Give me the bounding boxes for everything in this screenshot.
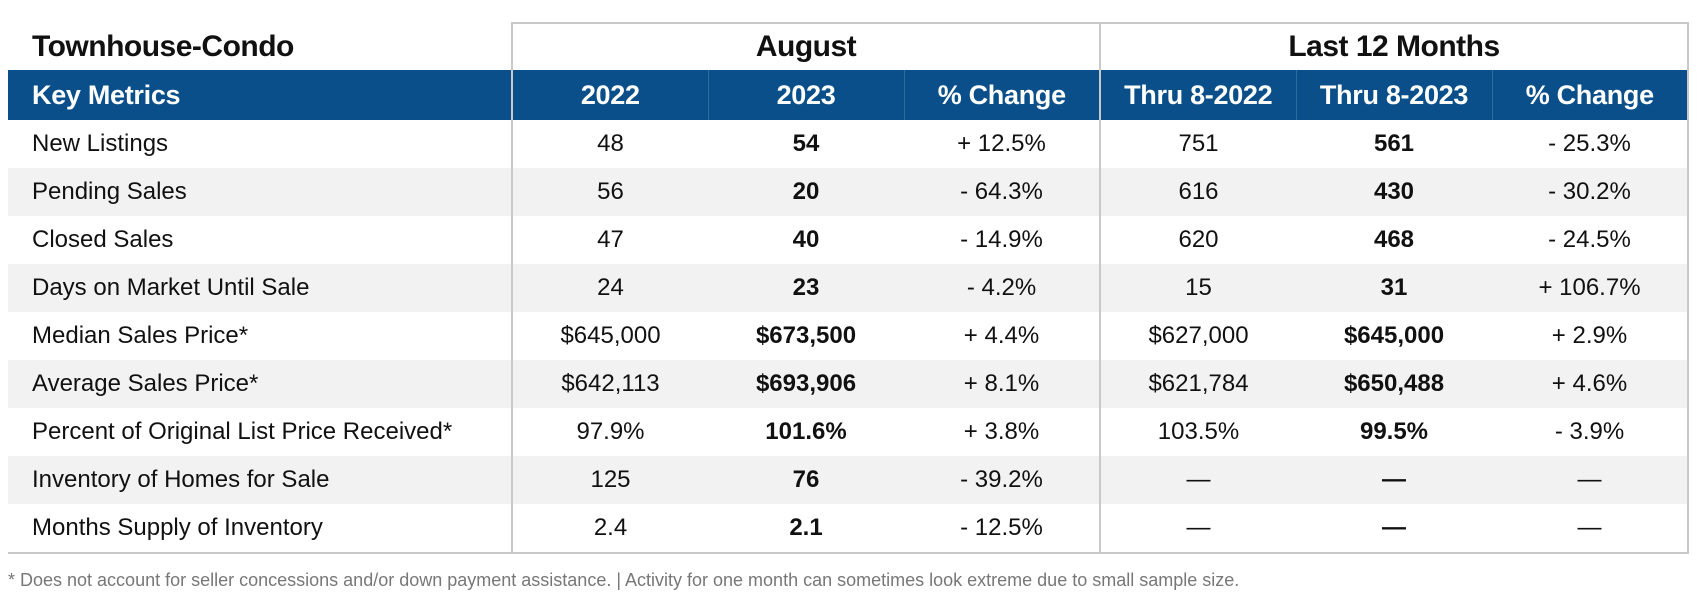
cell-aug-2023: 76 [708, 456, 904, 504]
cell-aug-2023: 2.1 [708, 504, 904, 554]
cell-thru-8-2023: — [1296, 456, 1492, 504]
column-header-thru-8-2022: Thru 8-2022 [1100, 70, 1297, 120]
cell-aug-2022: 2.4 [512, 504, 708, 554]
cell-thru-8-2022: 15 [1100, 264, 1296, 312]
table-row: Inventory of Homes for Sale 125 76 - 39.… [8, 456, 1689, 504]
group-header-row: Townhouse-Condo August Last 12 Months [8, 22, 1689, 70]
cell-aug-change: - 14.9% [904, 216, 1101, 264]
cell-aug-2023: 54 [792, 130, 820, 157]
table-row: Months Supply of Inventory 2.4 2.1 - 12.… [8, 504, 1689, 554]
cell-aug-change: + 4.4% [904, 312, 1101, 360]
cell-aug-2022: 56 [512, 168, 708, 216]
cell-ytd-change: + 106.7% [1492, 264, 1689, 312]
cell-aug-2023: $693,906 [708, 360, 904, 408]
column-header-thru-8-2023: Thru 8-2023 [1296, 70, 1493, 120]
cell-ytd-change: - 25.3% [1492, 120, 1689, 168]
metric-label: Median Sales Price* [8, 312, 513, 360]
cell-ytd-change: - 3.9% [1492, 408, 1689, 456]
table-row: Percent of Original List Price Received*… [8, 408, 1689, 456]
cell-aug-2023: 23 [708, 264, 904, 312]
column-header-aug-change: % Change [904, 70, 1101, 120]
cell-ytd-change: - 30.2% [1492, 168, 1689, 216]
table-row: Closed Sales 47 40 - 14.9% 620 468 - 24.… [8, 216, 1689, 264]
cell-thru-8-2023: — [1296, 504, 1492, 554]
cell-aug-2022: 24 [512, 264, 708, 312]
cell-thru-8-2022: $627,000 [1148, 322, 1249, 349]
cell-aug-change: + 3.8% [904, 408, 1101, 456]
cell-thru-8-2023: $650,488 [1296, 360, 1492, 408]
cell-thru-8-2023: 430 [1296, 168, 1492, 216]
column-header-ytd-change: % Change [1492, 70, 1689, 120]
cell-aug-2023: 40 [792, 226, 820, 253]
cell-aug-change: + 12.5% [904, 120, 1101, 168]
table-row: New Listings 48 54 + 12.5% 751 561 - 25.… [8, 120, 1689, 168]
cell-aug-change: - 39.2% [904, 456, 1101, 504]
cell-thru-8-2022: 103.5% [1157, 418, 1240, 445]
footnote: * Does not account for seller concession… [8, 570, 1240, 590]
cell-ytd-change: - 24.5% [1492, 216, 1689, 264]
metric-label: Months Supply of Inventory [8, 504, 513, 554]
metric-label: Pending Sales [8, 168, 513, 216]
table-row: Pending Sales 56 20 - 64.3% 616 430 - 30… [8, 168, 1689, 216]
cell-aug-2022: 47 [597, 226, 624, 253]
cell-ytd-change: + 2.9% [1492, 312, 1689, 360]
cell-aug-2023: 20 [708, 168, 904, 216]
group-header-last-12-months: Last 12 Months [1100, 22, 1689, 70]
metric-label: Percent of Original List Price Received* [8, 408, 513, 456]
cell-thru-8-2023: 31 [1296, 264, 1492, 312]
cell-ytd-change: — [1492, 456, 1689, 504]
table-row: Average Sales Price* $642,113 $693,906 +… [8, 360, 1689, 408]
cell-thru-8-2023: 99.5% [1359, 418, 1429, 445]
metric-label: Average Sales Price* [8, 360, 513, 408]
metric-label: New Listings [8, 120, 513, 168]
cell-thru-8-2023: $645,000 [1343, 322, 1445, 349]
column-header-row: Key Metrics 2022 2023 % Change Thru 8-20… [8, 70, 1689, 120]
cell-thru-8-2023: 468 [1373, 226, 1415, 253]
cell-thru-8-2022: — [1100, 456, 1296, 504]
column-header-aug-2023: 2023 [708, 70, 905, 120]
cell-aug-2022: $645,000 [560, 322, 661, 349]
table-row: Median Sales Price* $645,000 $673,500 + … [8, 312, 1689, 360]
cell-thru-8-2022: $621,784 [1100, 360, 1296, 408]
cell-ytd-change: — [1492, 504, 1689, 554]
cell-aug-2022: $642,113 [512, 360, 708, 408]
key-metrics-report: Townhouse-Condo August Last 12 Months Ke… [8, 22, 1689, 554]
table-row: Days on Market Until Sale 24 23 - 4.2% 1… [8, 264, 1689, 312]
metric-label: Closed Sales [8, 216, 513, 264]
table-body: New Listings 48 54 + 12.5% 751 561 - 25.… [8, 120, 1689, 554]
cell-aug-change: + 8.1% [904, 360, 1101, 408]
group-header-august: August [512, 22, 1101, 70]
column-header-key-metrics: Key Metrics [8, 70, 513, 120]
section-title: Townhouse-Condo [8, 23, 513, 70]
cell-thru-8-2022: — [1100, 504, 1296, 554]
cell-aug-2022: 97.9% [576, 418, 645, 445]
cell-aug-2023: 101.6% [765, 418, 847, 445]
cell-aug-change: - 12.5% [904, 504, 1101, 554]
cell-thru-8-2022: 616 [1100, 168, 1296, 216]
cell-aug-2023: $673,500 [755, 322, 857, 349]
cell-aug-change: - 64.3% [904, 168, 1101, 216]
metric-label: Days on Market Until Sale [8, 264, 513, 312]
key-metrics-table: Townhouse-Condo August Last 12 Months Ke… [8, 22, 1689, 554]
cell-aug-2022: 125 [512, 456, 708, 504]
cell-thru-8-2022: 751 [1178, 130, 1219, 157]
cell-thru-8-2022: 620 [1178, 226, 1219, 253]
cell-thru-8-2023: 561 [1373, 130, 1415, 157]
cell-aug-2022: 48 [597, 130, 624, 157]
metric-label: Inventory of Homes for Sale [8, 456, 513, 504]
cell-aug-change: - 4.2% [904, 264, 1101, 312]
column-header-aug-2022: 2022 [512, 70, 709, 120]
cell-ytd-change: + 4.6% [1492, 360, 1689, 408]
